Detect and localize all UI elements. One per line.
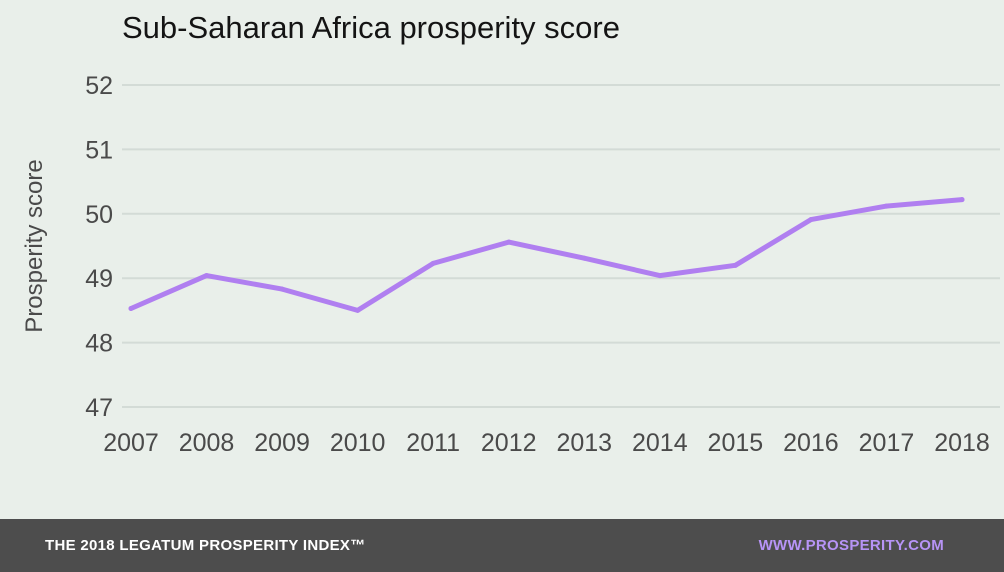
x-tick-label: 2016 xyxy=(783,429,839,457)
y-tick-label: 52 xyxy=(85,72,113,100)
x-axis-ticks: 2007 2008 2009 2010 2011 2012 2013 2014 2015 2016… xyxy=(103,429,990,457)
x-tick-label: 2007 xyxy=(103,429,159,457)
y-tick-label: 51 xyxy=(85,136,113,164)
data-point xyxy=(732,262,738,268)
data-point xyxy=(808,217,814,223)
data-point xyxy=(279,286,285,292)
footer-index-title: THE 2018 LEGATUM PROSPERITY INDEX™ xyxy=(45,537,366,554)
x-tick-label: 2012 xyxy=(481,429,537,457)
data-point xyxy=(581,255,587,261)
x-tick-label: 2017 xyxy=(859,429,915,457)
grid-lines xyxy=(122,84,1000,408)
data-point xyxy=(506,239,512,245)
x-tick-label: 2015 xyxy=(708,429,764,457)
x-tick-label: 2013 xyxy=(556,429,612,457)
y-tick-label: 49 xyxy=(85,265,113,293)
data-point xyxy=(657,273,663,279)
y-tick-label: 48 xyxy=(85,330,113,358)
x-tick-label: 2011 xyxy=(406,429,460,457)
line-chart: 47 48 49 50 51 52 2007 2008 2009 2010 2011 2012 201… xyxy=(21,72,1000,457)
data-point xyxy=(204,273,210,279)
series-line xyxy=(128,197,965,313)
data-point xyxy=(430,260,436,266)
x-tick-label: 2018 xyxy=(934,429,990,457)
y-tick-label: 47 xyxy=(85,394,113,422)
x-tick-label: 2008 xyxy=(179,429,235,457)
footer-website-link[interactable]: WWW.PROSPERITY.COM xyxy=(758,537,944,554)
x-tick-label: 2010 xyxy=(330,429,386,457)
y-tick-label: 50 xyxy=(85,201,113,229)
data-point xyxy=(355,307,361,313)
y-axis-label: Prosperity score xyxy=(21,159,48,332)
y-axis-ticks: 47 48 49 50 51 52 xyxy=(85,72,113,422)
data-point xyxy=(959,197,965,203)
data-point xyxy=(883,203,889,209)
data-point xyxy=(128,305,134,311)
x-tick-label: 2014 xyxy=(632,429,688,457)
series-layer xyxy=(128,197,965,313)
footer-bar: THE 2018 LEGATUM PROSPERITY INDEX™ WWW.P… xyxy=(0,519,1004,572)
chart-title: Sub-Saharan Africa prosperity score xyxy=(122,10,620,45)
x-tick-label: 2009 xyxy=(254,429,310,457)
